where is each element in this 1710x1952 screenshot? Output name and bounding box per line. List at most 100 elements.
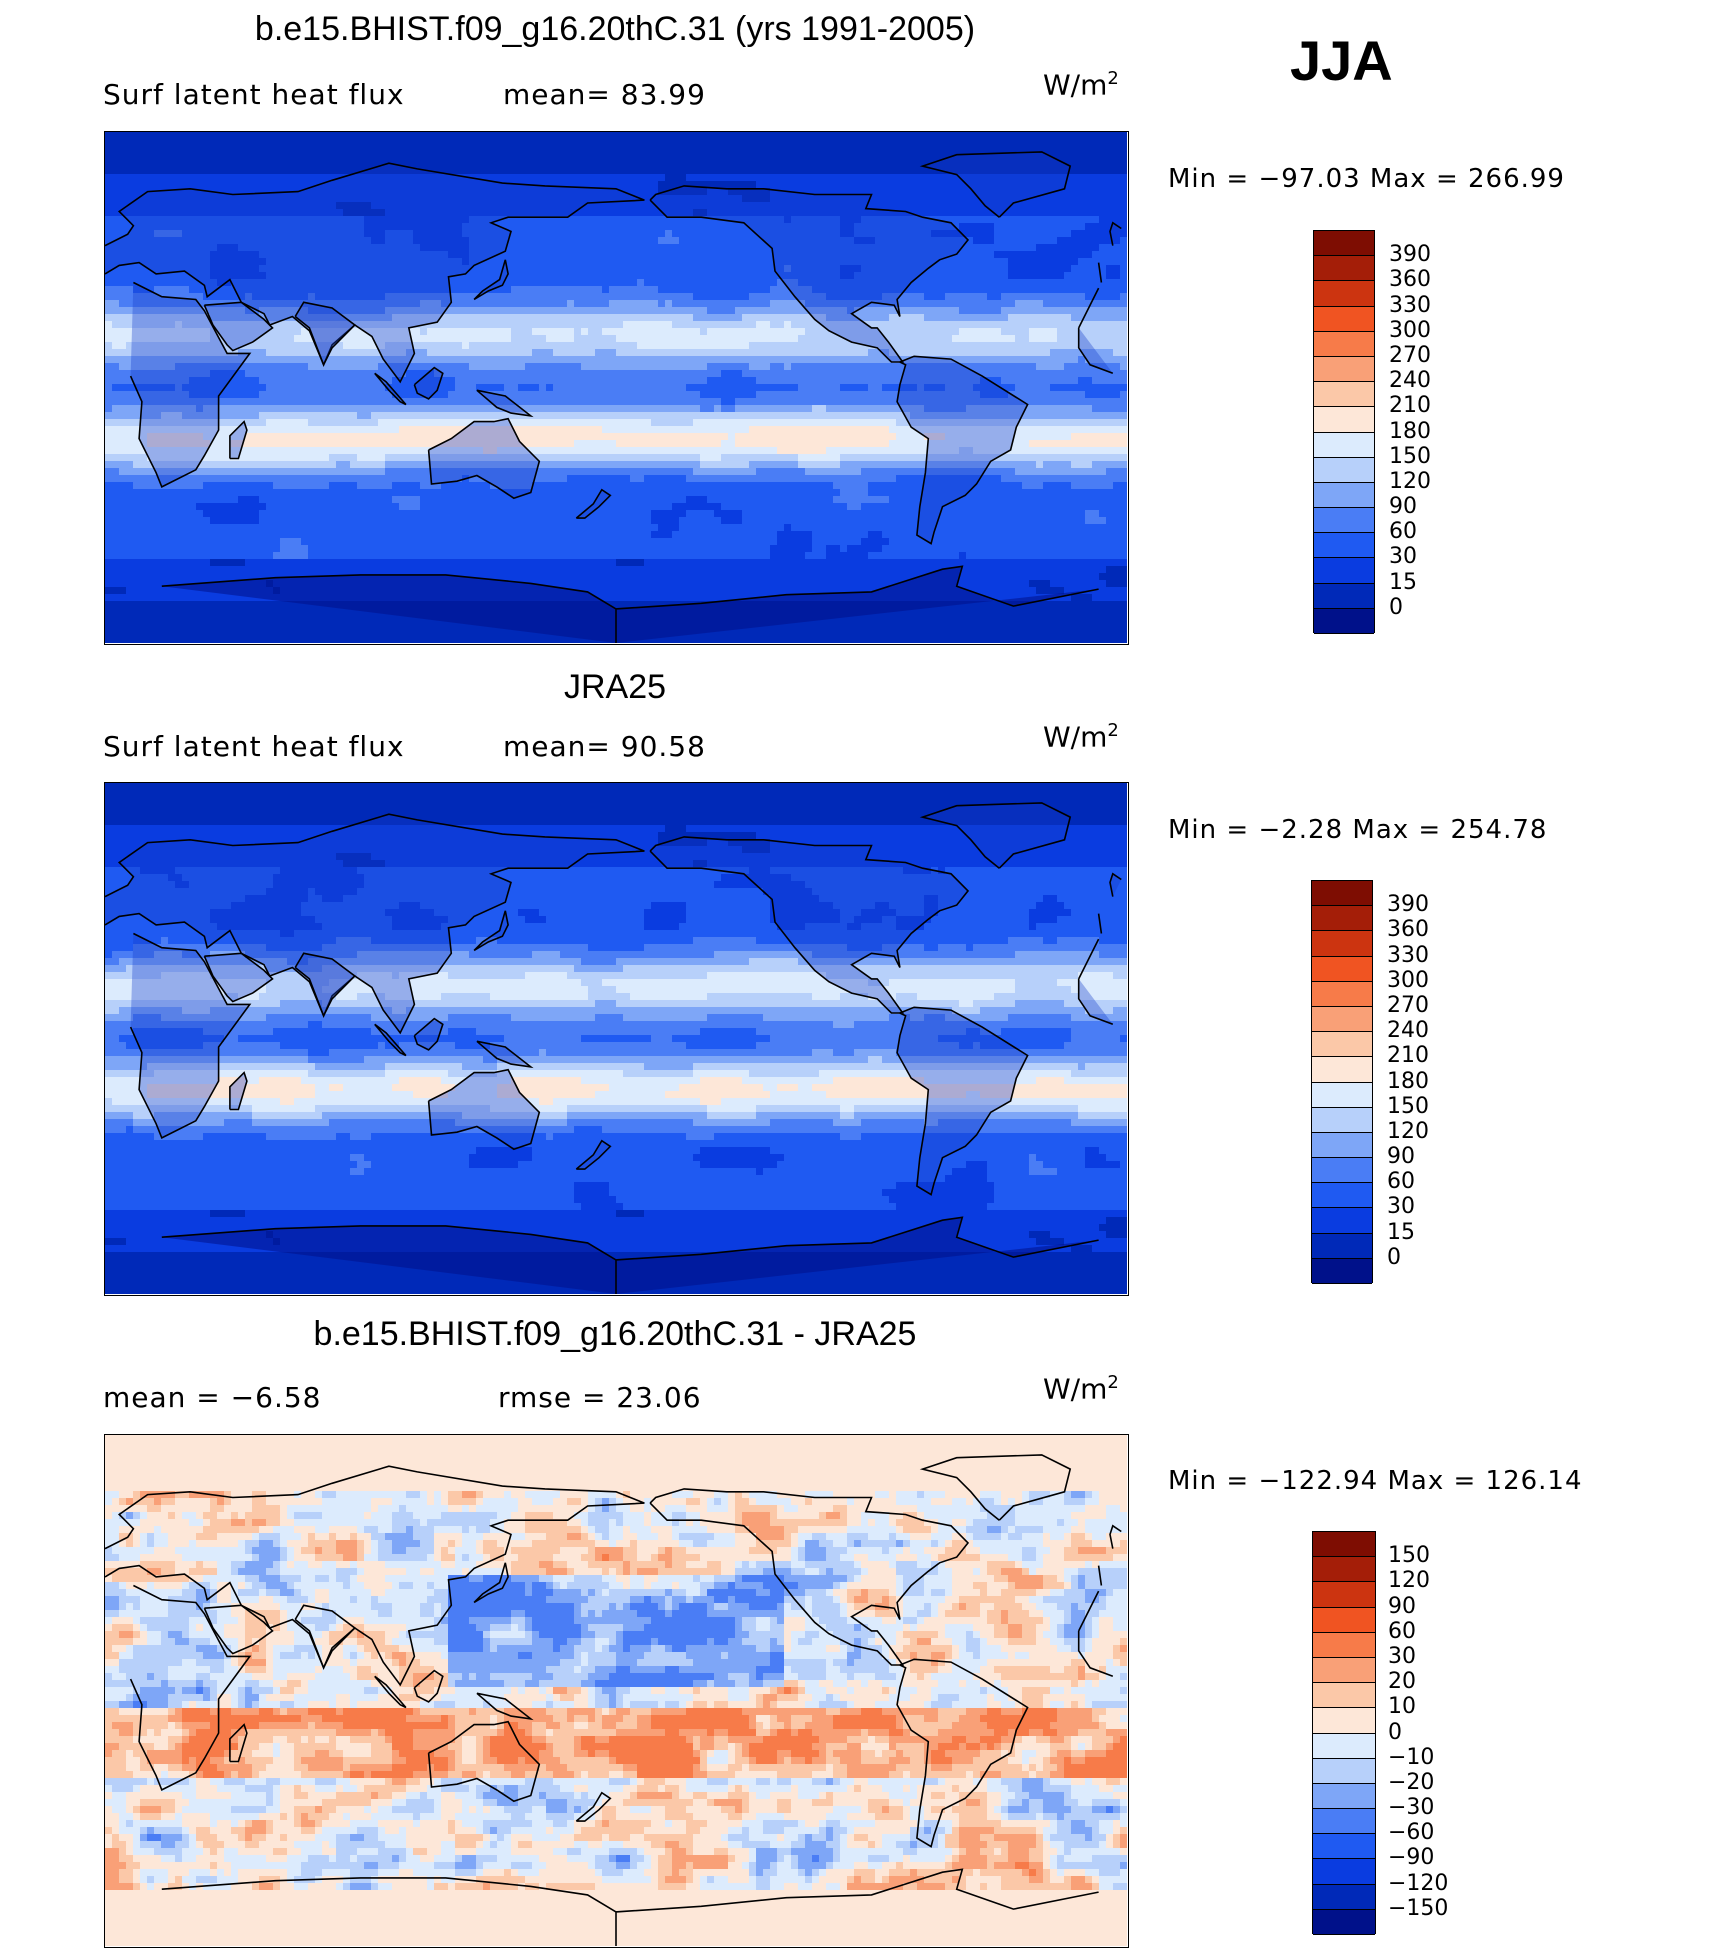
colorbar-tick-label: −30 [1388, 1797, 1434, 1819]
colorbar-swatch [1313, 1733, 1375, 1759]
panel-2-variable: Surf latent heat flux [103, 730, 405, 763]
colorbar-swatch [1314, 558, 1374, 584]
colorbar-tick-label: 90 [1388, 1595, 1416, 1618]
coastline-australia [427, 1720, 541, 1803]
coastline-png [476, 1040, 534, 1069]
coastline-greenland [919, 802, 1072, 869]
colorbar-swatch [1313, 1607, 1375, 1633]
colorbar-swatch [1312, 881, 1372, 907]
colorbar-tick-label: −60 [1388, 1822, 1434, 1844]
colorbar-tick-label: 210 [1387, 1045, 1429, 1067]
colorbar-swatch [1313, 1582, 1375, 1608]
colorbar-swatch [1312, 1233, 1372, 1259]
colorbar-swatch [1314, 331, 1374, 357]
coastline-japan [473, 259, 509, 301]
colorbar-tick-label: 10 [1388, 1696, 1416, 1718]
panel-3-mean: mean = −6.58 [103, 1381, 321, 1414]
colorbar-swatch [1314, 382, 1374, 408]
colorbar-tick-label: 360 [1389, 269, 1431, 291]
panel-2-colorbar [1311, 880, 1373, 1284]
coastline-india [294, 1604, 357, 1670]
panel-2-units: W/m2 [1043, 720, 1119, 753]
coastline-sam [896, 1006, 1029, 1196]
colorbar-swatch [1312, 1258, 1372, 1284]
colorbar-tick-label: 330 [1387, 944, 1429, 967]
coastline-madagascar [229, 1071, 248, 1111]
colorbar-tick-label: 30 [1387, 1196, 1415, 1218]
colorbar-tick-label: 270 [1389, 344, 1431, 367]
panel-2-map [104, 782, 1129, 1296]
colorbar-tick-label: 270 [1387, 994, 1429, 1017]
colorbar-swatch [1312, 1208, 1372, 1234]
colorbar-swatch [1312, 1183, 1372, 1209]
colorbar-swatch [1314, 432, 1374, 458]
colorbar-tick-label: 180 [1387, 1070, 1429, 1093]
colorbar-swatch [1313, 1632, 1375, 1658]
coastline-madagascar [229, 1723, 248, 1763]
colorbar-swatch [1312, 981, 1372, 1007]
coastline-sam [896, 1658, 1029, 1848]
colorbar-swatch [1314, 457, 1374, 483]
panel-1-map [104, 131, 1129, 645]
coastline-india [294, 301, 357, 367]
colorbar-tick-label: 240 [1389, 370, 1431, 392]
panel-3-map [104, 1434, 1129, 1948]
contour-field [105, 783, 1127, 1294]
colorbar-swatch [1314, 533, 1374, 559]
colorbar-swatch [1312, 1107, 1372, 1133]
coastline-africa [129, 932, 1114, 1140]
colorbar-swatch [1314, 306, 1374, 332]
colorbar-swatch [1313, 1708, 1375, 1734]
colorbar-tick-label: 120 [1388, 1570, 1430, 1592]
coastline-uk [1109, 221, 1122, 246]
colorbar-swatch [1312, 1158, 1372, 1184]
colorbar-swatch [1313, 1683, 1375, 1709]
season-label: JJA [1290, 28, 1393, 93]
colorbar-swatch [1313, 1809, 1375, 1835]
colorbar-swatch [1313, 1909, 1375, 1935]
coastline-antarctica [161, 1216, 1099, 1294]
colorbar-tick-label: −20 [1388, 1771, 1434, 1794]
colorbar-tick-label: 30 [1388, 1645, 1416, 1668]
colorbar-swatch [1314, 583, 1374, 609]
colorbar-tick-label: −90 [1388, 1847, 1434, 1869]
coastline-sumatra [374, 1675, 407, 1709]
colorbar-swatch [1313, 1758, 1375, 1784]
contour-field [105, 1435, 1127, 1946]
coastline-sumatra [374, 1023, 407, 1057]
panel-3-minmax: Min = −122.94 Max = 126.14 [1168, 1466, 1583, 1496]
panel-3-title: b.e15.BHIST.f09_g16.20thC.31 - JRA25 [105, 1315, 1125, 1354]
colorbar-tick-label: 60 [1388, 1620, 1416, 1643]
colorbar-swatch [1314, 482, 1374, 509]
colorbar-tick-label: −120 [1388, 1872, 1448, 1895]
panel-1-title: b.e15.BHIST.f09_g16.20thC.31 (yrs 1991-2… [105, 10, 1125, 49]
coastline-madagascar [229, 420, 248, 460]
coastline-eurasia [105, 813, 1103, 1035]
colorbar-tick-label: 90 [1387, 1146, 1415, 1168]
colorbar-swatch [1313, 1532, 1375, 1558]
coastline-africa [129, 1584, 1114, 1792]
coastline-eurasia [105, 162, 1103, 384]
colorbar-tick-label: −150 [1388, 1897, 1448, 1920]
coastline-arabia [203, 1604, 274, 1655]
panel-1-units: W/m2 [1043, 68, 1119, 101]
coastline-sumatra [374, 372, 407, 406]
colorbar-tick-label: 120 [1387, 1120, 1429, 1143]
colorbar-swatch [1312, 1032, 1372, 1058]
colorbar-swatch [1314, 508, 1374, 534]
colorbar-swatch [1314, 256, 1374, 282]
colorbar-swatch [1313, 1557, 1375, 1583]
panel-1-minmax: Min = −97.03 Max = 266.99 [1168, 164, 1565, 194]
colorbar-swatch [1313, 1884, 1375, 1910]
coastline-uk [1109, 872, 1122, 897]
colorbar-tick-label: 150 [1388, 1545, 1430, 1567]
colorbar-swatch [1312, 906, 1372, 932]
colorbar-swatch [1312, 956, 1372, 982]
colorbar-tick-label: 20 [1388, 1671, 1416, 1693]
colorbar-swatch [1314, 281, 1374, 307]
panel-2-minmax: Min = −2.28 Max = 254.78 [1168, 815, 1547, 845]
panel-3-colorbar [1312, 1531, 1376, 1935]
colorbar-tick-label: 90 [1389, 496, 1417, 518]
colorbar-swatch [1313, 1859, 1375, 1885]
colorbar-tick-label: 360 [1387, 919, 1429, 941]
